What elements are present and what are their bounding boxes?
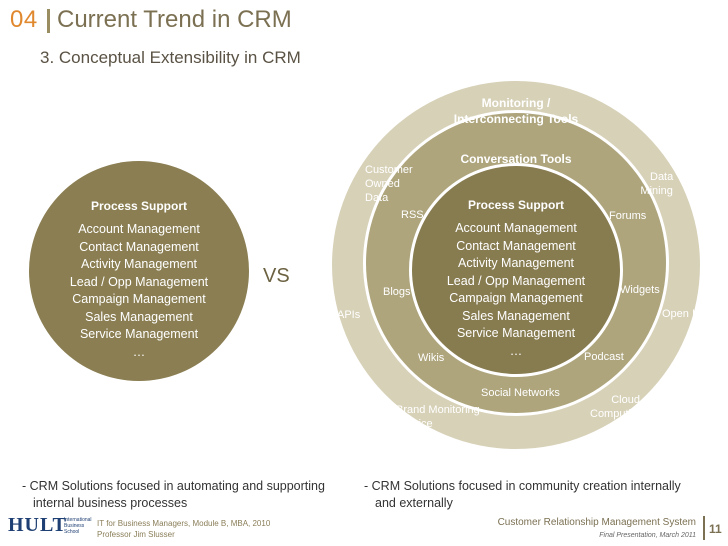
school-name: International Business School: [64, 517, 92, 535]
vs-label: VS: [263, 265, 290, 287]
label-wikis: Wikis: [418, 352, 445, 364]
list-item: Activity Management: [80, 257, 198, 271]
list-item: Service Management: [456, 326, 576, 340]
label-line: Owned: [365, 178, 400, 190]
course-line: IT for Business Managers, Module B, MBA,…: [97, 519, 271, 528]
label-widgets: Widgets: [620, 284, 660, 296]
school-line: International: [64, 517, 92, 523]
left-circle-title: Process Support: [90, 199, 188, 213]
page-title: Current Trend in CRM: [57, 6, 292, 33]
label-line: Data: [650, 171, 674, 183]
list-item: Account Management: [455, 221, 577, 235]
list-item: Account Management: [78, 222, 200, 236]
label-podcast: Podcast: [584, 351, 624, 363]
label-forums: Forums: [609, 210, 647, 222]
core-title: Process Support: [467, 198, 565, 212]
outer-ring-title: Monitoring / Interconnecting Tools: [436, 95, 596, 127]
label-cloud-computing: Cloud Computing: [590, 393, 643, 421]
label-line: Data: [365, 192, 389, 204]
label-line: Customer: [365, 164, 413, 176]
label-apis: APIs: [337, 309, 361, 321]
caption-line: - CRM Solutions focused in community cre…: [364, 479, 681, 493]
right-caption: - CRM Solutions focused in community cre…: [364, 478, 681, 512]
label-blogs: Blogs: [383, 286, 411, 298]
list-item: Sales Management: [85, 309, 193, 324]
label-line: Brand Monitoring: [396, 404, 480, 416]
left-circle-list: Account Management Contact Management Ac…: [49, 221, 229, 361]
caption-line: - CRM Solutions focused in automating an…: [22, 479, 325, 493]
list-item: Service Management: [79, 327, 199, 341]
footer-divider: [703, 516, 705, 540]
list-item: Campaign Management: [72, 292, 206, 306]
list-item: Lead / Opp Management: [446, 273, 586, 288]
list-item: Contact Management: [456, 238, 576, 253]
footer-course-info: IT for Business Managers, Module B, MBA,…: [97, 518, 270, 540]
list-item: Lead / Opp Management: [69, 274, 209, 289]
caption-line: internal business processes: [33, 496, 188, 510]
core-process-circle: [412, 166, 620, 374]
caption-line: and externally: [375, 496, 453, 510]
header-divider: [47, 9, 50, 33]
footer-subtitle: Final Presentation, March 2011: [599, 532, 696, 539]
list-item: …: [509, 343, 523, 358]
list-item: Activity Management: [457, 256, 575, 270]
list-item: Campaign Management: [449, 291, 583, 305]
label-open-id: Open ID: [662, 308, 703, 320]
professor-line: Professor Jim Slusser: [97, 530, 175, 539]
label-line: Computing: [590, 408, 644, 420]
list-item: Sales Management: [462, 308, 570, 323]
footer-title: Customer Relationship Management System: [497, 517, 696, 528]
label-social-networks: Social Networks: [481, 387, 560, 399]
list-item: Contact Management: [79, 239, 199, 254]
label-data-mining: Data Mining: [640, 170, 673, 198]
core-list: Account Management Contact Management Ac…: [426, 220, 606, 360]
outer-ring-title-line1: Monitoring /: [481, 96, 551, 110]
school-line: Business: [64, 523, 85, 529]
label-line: Cloud: [611, 394, 640, 406]
middle-ring-title: Conversation Tools: [460, 152, 572, 166]
school-line: School: [64, 529, 80, 535]
label-rss: RSS: [401, 209, 424, 221]
left-process-circle: [29, 161, 249, 381]
label-line: Service: [396, 418, 433, 430]
section-number: 04: [10, 6, 38, 33]
label-brand-monitoring: Brand Monitoring Service: [396, 403, 480, 431]
label-customer-owned-data: Customer Owned Data: [365, 163, 413, 205]
left-caption: - CRM Solutions focused in automating an…: [22, 478, 325, 512]
label-line: Mining: [640, 185, 673, 197]
list-item: …: [132, 344, 146, 359]
hult-logo: HULT: [8, 514, 67, 536]
page-number: 11: [709, 522, 722, 536]
outer-ring-title-line2: Interconnecting Tools: [453, 112, 579, 126]
page-subtitle: 3. Conceptual Extensibility in CRM: [40, 48, 301, 67]
